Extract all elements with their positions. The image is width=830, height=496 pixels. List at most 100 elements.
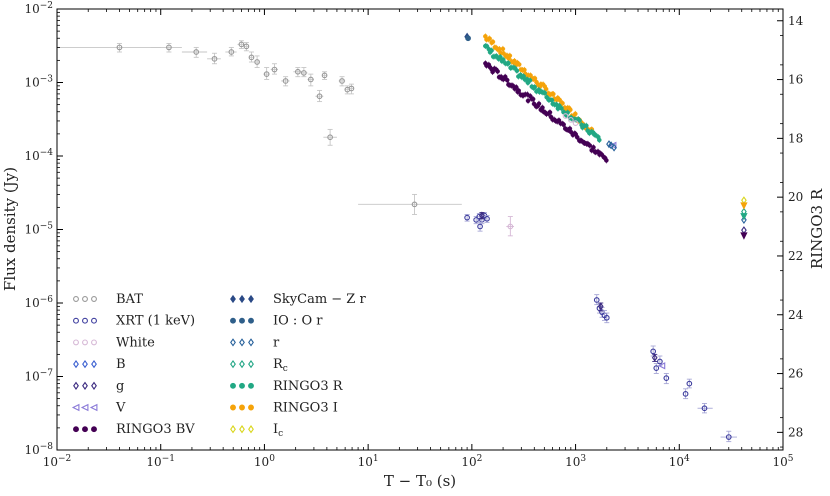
legend-entry-bat: BAT bbox=[73, 292, 143, 307]
data-point-ringo_i bbox=[551, 91, 556, 97]
data-point-xrt bbox=[603, 314, 610, 321]
data-point-ringo_bv bbox=[513, 84, 519, 90]
io-legend-marker bbox=[239, 317, 245, 324]
data-point-bat bbox=[301, 70, 307, 76]
y-axis-label: Flux density (Jy) bbox=[1, 167, 19, 291]
data-point-ringo_i bbox=[507, 53, 513, 58]
data-point-xrt bbox=[725, 434, 732, 440]
data-point-ringo_r bbox=[577, 118, 582, 123]
data-point-xrt bbox=[464, 214, 470, 221]
data-point-xrt bbox=[477, 223, 483, 230]
x-tick-label: 10−1 bbox=[146, 454, 175, 469]
data-point-ringo_r bbox=[559, 105, 564, 111]
legend-entry-skycam: SkyCam − Z r bbox=[230, 292, 366, 307]
data-point-bat bbox=[348, 85, 355, 92]
data-point-xrt bbox=[686, 380, 693, 387]
data-point-bat bbox=[282, 78, 289, 84]
data-point-ringo_bv bbox=[540, 105, 545, 110]
ringo_i-legend-marker bbox=[230, 404, 236, 411]
legend-entry-io: IO : O r bbox=[230, 314, 323, 329]
skycam-legend-marker bbox=[248, 294, 254, 304]
data-point-bat bbox=[321, 72, 328, 79]
series-ulim_ringo_bv bbox=[740, 232, 748, 240]
legend-label-bat: BAT bbox=[116, 292, 143, 307]
series-ulim_ringo_i bbox=[740, 202, 748, 210]
x-axis-label: T − T₀ (s) bbox=[384, 472, 456, 490]
ringo_r-legend-marker bbox=[230, 382, 236, 389]
data-point-bat bbox=[116, 44, 123, 51]
x-tick-label: 103 bbox=[565, 454, 586, 469]
data-point-bat bbox=[248, 54, 255, 61]
data-point-ringo_bv bbox=[591, 145, 596, 150]
legend-entry-ic: Ic bbox=[230, 422, 283, 439]
y2-tick-label: 22 bbox=[788, 249, 803, 263]
data-point-ringo_bv bbox=[561, 122, 566, 127]
data-point-ringo_r bbox=[489, 48, 494, 53]
data-point-ringo_r bbox=[514, 68, 520, 74]
legend-label-ringo_bv: RINGO3 BV bbox=[116, 422, 195, 437]
series-bat bbox=[57, 40, 462, 215]
data-point-bat bbox=[238, 41, 245, 48]
ic-legend-marker bbox=[248, 425, 254, 434]
data-point-bat bbox=[193, 49, 200, 55]
x-tick-label: 102 bbox=[461, 454, 482, 469]
data-point-io bbox=[465, 35, 471, 42]
v-legend-marker bbox=[80, 403, 89, 412]
y-tick-label: 10−2 bbox=[24, 1, 53, 16]
rc-legend-marker bbox=[239, 359, 245, 369]
y2-tick-label: 26 bbox=[788, 367, 803, 381]
y-tick-label: 10−4 bbox=[24, 148, 53, 163]
data-point-bat bbox=[411, 201, 418, 208]
ringo_i-legend-marker bbox=[239, 404, 245, 411]
legend-entry-ringo_i: RINGO3 I bbox=[230, 401, 338, 416]
white-legend-marker bbox=[73, 339, 79, 346]
bat-legend-marker bbox=[82, 296, 88, 302]
legend-entry-g: g bbox=[73, 379, 124, 394]
y2-tick-label: 16 bbox=[788, 73, 803, 87]
data-point-ringo_i bbox=[490, 39, 496, 45]
data-point-bat bbox=[271, 66, 278, 73]
data-point-ringo_bv bbox=[604, 158, 609, 163]
legend-entry-xrt: XRT (1 keV) bbox=[73, 314, 195, 329]
g-legend-marker bbox=[91, 381, 97, 390]
data-point-ringo_i bbox=[557, 97, 563, 103]
y2-tick-label: 24 bbox=[788, 308, 804, 322]
series-ringo_bv bbox=[483, 60, 609, 164]
white-legend-marker bbox=[82, 339, 88, 346]
data-point-ringo_bv bbox=[495, 69, 500, 74]
data-point-bat bbox=[166, 44, 172, 51]
x-tick-label: 100 bbox=[254, 454, 275, 469]
legend-label-skycam: SkyCam − Z r bbox=[273, 292, 366, 307]
legend-label-b: B bbox=[116, 357, 126, 372]
data-point-r bbox=[611, 143, 617, 152]
data-point-white bbox=[507, 223, 514, 230]
data-point-bat bbox=[294, 68, 301, 75]
legend-label-white: White bbox=[116, 335, 155, 350]
ic-legend-marker bbox=[230, 425, 236, 434]
y-tick-label: 10−7 bbox=[24, 369, 53, 384]
data-point-ringo_r bbox=[497, 54, 503, 60]
legend-entry-ringo_r: RINGO3 R bbox=[230, 379, 344, 394]
data-point-r bbox=[741, 215, 747, 224]
ringo_i-legend-marker bbox=[248, 404, 254, 411]
data-point-g bbox=[651, 353, 658, 362]
xrt-legend-marker bbox=[82, 317, 88, 324]
legend-label-ringo_i: RINGO3 I bbox=[273, 401, 338, 416]
v-legend-marker bbox=[89, 403, 98, 412]
series-xrt bbox=[464, 212, 737, 443]
y-tick-label: 10−8 bbox=[24, 442, 53, 457]
data-point-r bbox=[608, 141, 614, 150]
ringo_bv-legend-marker bbox=[82, 426, 88, 433]
data-point-g bbox=[479, 211, 485, 220]
data-point-bat bbox=[263, 71, 270, 77]
xrt-legend-marker bbox=[91, 317, 97, 324]
ringo_r-legend-marker bbox=[239, 382, 245, 389]
g-legend-marker bbox=[73, 381, 79, 390]
x-tick-label: 105 bbox=[772, 454, 793, 469]
y2-tick-label: 14 bbox=[788, 14, 804, 28]
b-legend-marker bbox=[82, 359, 88, 369]
data-point-ringo_bv bbox=[547, 110, 553, 115]
data-point-ringo_r bbox=[584, 123, 589, 129]
data-point-ringo_r bbox=[596, 137, 602, 143]
data-point-bat bbox=[307, 76, 314, 83]
